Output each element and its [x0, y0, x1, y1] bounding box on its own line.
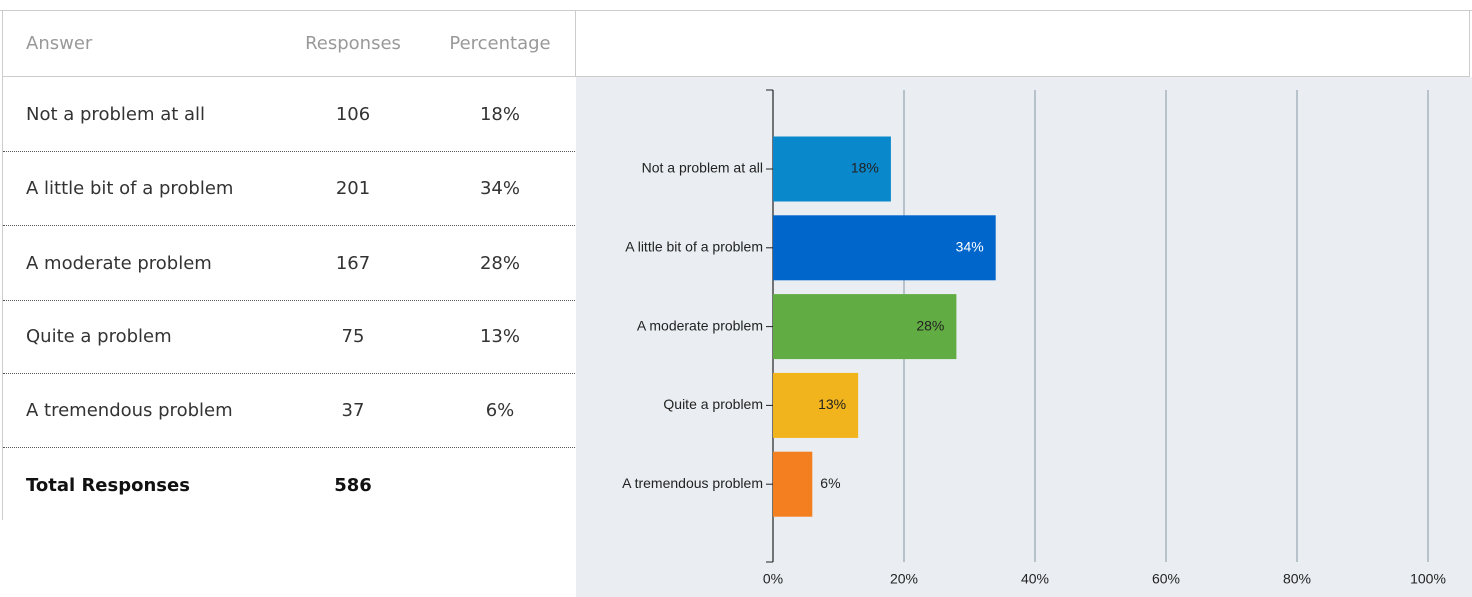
y-tick-label: Not a problem at all: [642, 160, 763, 176]
y-tick-label: A moderate problem: [637, 317, 763, 333]
x-tick-label: 40%: [1021, 571, 1049, 587]
row-separator: [3, 300, 575, 301]
total-cell: 586: [334, 474, 372, 496]
table-cell: 201: [335, 177, 371, 199]
table-cell: 167: [335, 252, 371, 274]
x-tick-label: 100%: [1410, 571, 1446, 587]
table-cell: 75: [341, 325, 365, 347]
bar: [773, 294, 957, 360]
header-bottom: [2, 76, 1470, 77]
table-cell: 34%: [479, 177, 520, 199]
row-separator: [3, 151, 575, 152]
table-cell: 37: [341, 399, 365, 421]
bar: [773, 136, 891, 202]
chart: 0% 20% 40% 60% 80% 100% Not a problem at all 18…: [576, 77, 1472, 597]
left-border: [2, 10, 3, 520]
column-header: Percentage: [449, 32, 551, 54]
table-cell: A tremendous problem: [26, 399, 233, 421]
table-cell: Quite a problem: [26, 325, 172, 347]
y-tick-label: A little bit of a problem: [625, 239, 763, 255]
total-cell: Total Responses: [26, 474, 190, 496]
data-label: 18%: [851, 160, 879, 176]
data-label: 6%: [820, 475, 840, 491]
table-cell: 6%: [485, 399, 515, 421]
table-cell: A little bit of a problem: [26, 177, 234, 199]
data-label: 28%: [916, 317, 944, 333]
data-label: 34%: [956, 239, 984, 255]
row-separator: [3, 225, 575, 226]
y-tick-label: A tremendous problem: [622, 475, 763, 491]
table-cell: 18%: [479, 103, 520, 125]
bar: [773, 215, 996, 281]
bar: [773, 372, 859, 438]
chart-background: [576, 77, 1472, 597]
table-cell: Not a problem at all: [26, 103, 206, 125]
table-cell: 28%: [479, 252, 520, 274]
row-separator: [3, 373, 575, 374]
data-label: 13%: [818, 396, 846, 412]
top-border: [0, 10, 1472, 11]
header-right-border: [1469, 10, 1470, 76]
column-header: Responses: [305, 32, 401, 54]
x-tick-label: 0%: [763, 571, 783, 587]
header-divider: [575, 10, 576, 76]
y-tick-label: Quite a problem: [663, 396, 763, 412]
table-cell: A moderate problem: [26, 252, 212, 274]
x-tick-label: 20%: [890, 571, 918, 587]
table-cell: 13%: [479, 325, 520, 347]
x-tick-label: 80%: [1283, 571, 1311, 587]
row-separator: [3, 447, 575, 448]
x-tick-label: 60%: [1152, 571, 1180, 587]
column-header: Answer: [26, 32, 93, 54]
bar: [773, 451, 813, 517]
table-cell: 106: [335, 103, 371, 125]
